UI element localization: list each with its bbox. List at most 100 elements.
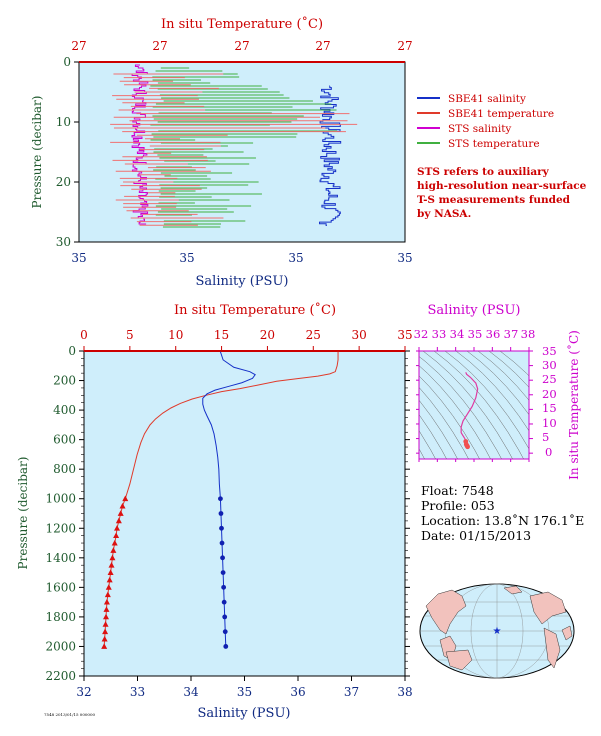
salinity-marker: [223, 644, 229, 649]
pressure-tick-label: 1400: [45, 551, 76, 565]
top-sal-tick: 35: [288, 251, 303, 265]
ts-density-contour: [499, 351, 529, 377]
main-temperature-axis-title: In situ Temperature (˚C): [174, 302, 336, 318]
pressure-tick-label: 1200: [45, 521, 76, 535]
temperature-marker: [103, 613, 110, 620]
top-temp-tick: 27: [234, 39, 249, 53]
temperature-marker: [108, 562, 115, 568]
temperature-marker: [109, 554, 116, 561]
ts-sal-tick: 38: [521, 327, 536, 341]
ts-density-contours: [419, 351, 529, 459]
main-salinity-axis-title: Salinity (PSU): [198, 706, 291, 721]
ts-density-contour: [419, 375, 480, 459]
legend-label-sbe41-salinity: SBE41 salinity: [448, 93, 526, 105]
legend-label-sts-temperature: STS temperature: [448, 138, 540, 150]
ts-density-contour: [466, 351, 529, 416]
salinity-marker: [219, 540, 225, 546]
salinity-marker: [222, 629, 228, 635]
ts-density-contour: [419, 356, 502, 459]
temperature-tick-label: 10: [168, 328, 183, 342]
main-panel: 0200400600800100012001400160018002000220…: [16, 302, 413, 721]
date: Date: 01/15/2013: [421, 528, 531, 543]
top-pressure-tick-labels: 0 10 20 30: [56, 55, 71, 249]
temperature-tick-label: 30: [352, 328, 367, 342]
temperature-tick-label: 35: [397, 328, 412, 342]
salinity-marker: [219, 525, 224, 531]
ts-sal-tick: 33: [432, 327, 447, 341]
pressure-tick-label: 2000: [45, 639, 76, 653]
sts-note-line: STS refers to auxiliary: [417, 166, 550, 178]
legend-label-sbe41-temperature: SBE41 temperature: [448, 108, 554, 120]
salinity-marker: [220, 555, 225, 561]
sts-note-line: T-S measurements funded: [417, 194, 571, 206]
ts-density-contour: [419, 399, 458, 459]
ts-temp-tick: 10: [542, 416, 557, 430]
ts-content: [416, 347, 533, 462]
salinity-tick-label: 33: [130, 685, 145, 699]
ts-temp-tick: 35: [542, 344, 557, 358]
float-id: Float: 7548: [421, 483, 494, 498]
top-temp-tick: 27: [152, 39, 167, 53]
temperature-tick-label: 20: [260, 328, 275, 342]
main-pressure-axis-title: Pressure (decibar): [16, 457, 30, 570]
top-sts-salinity-trace: [131, 64, 149, 225]
temperature-marker: [107, 569, 114, 575]
ts-panel: Salinity (PSU) 32 33 34 35 36 37 38 35 3…: [414, 303, 581, 480]
pressure-tick-label: 800: [53, 462, 76, 476]
salinity-marker: [221, 584, 227, 590]
temperature-marker: [113, 532, 120, 539]
salinity-marker: [218, 496, 223, 502]
temperature-marker: [122, 495, 129, 502]
temperature-marker: [114, 525, 121, 531]
pressure-tick-label: 1800: [45, 610, 76, 624]
top-sal-tick: 35: [179, 251, 194, 265]
location: Location: 13.8˚N 176.1˚E: [421, 513, 584, 528]
pressure-tick-label: 0: [68, 344, 76, 358]
top-temperature-tick-labels: 27 27 27 27 27: [71, 39, 412, 53]
temperature-marker: [103, 598, 110, 605]
pressure-tick-label: 2200: [45, 669, 76, 683]
salinity-tick-label: 32: [76, 685, 91, 699]
ts-temperature-tick-labels: 35 30 25 20 15 10 5 0: [542, 344, 557, 459]
top-legend: SBE41 salinity SBE41 temperature STS sal…: [417, 93, 554, 150]
temperature-marker: [119, 502, 126, 509]
salinity-tick-label: 37: [344, 685, 359, 699]
salinity-marker: [221, 599, 227, 605]
world-map: ★: [419, 583, 575, 679]
ts-temp-tick: 25: [542, 372, 557, 386]
ts-sal-tick: 37: [504, 327, 519, 341]
pressure-tick-label: 1000: [45, 492, 76, 506]
ts-temp-tick: 20: [542, 387, 557, 401]
salinity-marker: [218, 511, 224, 516]
ts-temp-tick: 0: [545, 445, 552, 459]
ts-temperature-axis-title: In situ Temperature (˚C): [566, 330, 581, 480]
pressure-tick-label: 400: [53, 403, 76, 417]
temperature-marker: [110, 547, 117, 553]
ts-density-contour: [477, 351, 529, 401]
ts-sal-tick: 36: [486, 327, 501, 341]
footer-tag: 7548 2013/01/15 000000: [44, 712, 96, 717]
top-traces: [74, 61, 358, 243]
pressure-tick-label: 1600: [45, 580, 76, 594]
main-plot-area: [83, 350, 406, 677]
pressure-tick-label: 600: [53, 433, 76, 447]
map-land: [425, 585, 573, 671]
ts-salinity-axis-title: Salinity (PSU): [428, 303, 521, 318]
temperature-tick-label: 5: [126, 328, 134, 342]
salinity-marker: [220, 570, 226, 575]
ts-density-contour: [419, 386, 469, 459]
ts-density-contour: [488, 351, 529, 388]
ts-density-contour: [444, 351, 529, 450]
top-temperature-axis-title: In situ Temperature (˚C): [161, 16, 323, 32]
ts-density-contour: [419, 430, 436, 459]
ts-temp-tick: 30: [542, 358, 557, 372]
ts-density-contour: [433, 351, 524, 459]
temperature-tick-label: 25: [306, 328, 321, 342]
legend-label-sts-salinity: STS salinity: [448, 123, 511, 135]
top-pressure-tick: 0: [63, 55, 71, 69]
ts-temp-tick: 15: [542, 401, 557, 415]
float-position-marker: ★: [493, 626, 502, 637]
temperature-marker: [101, 635, 108, 642]
top-salinity-axis-title: Salinity (PSU): [196, 274, 289, 289]
